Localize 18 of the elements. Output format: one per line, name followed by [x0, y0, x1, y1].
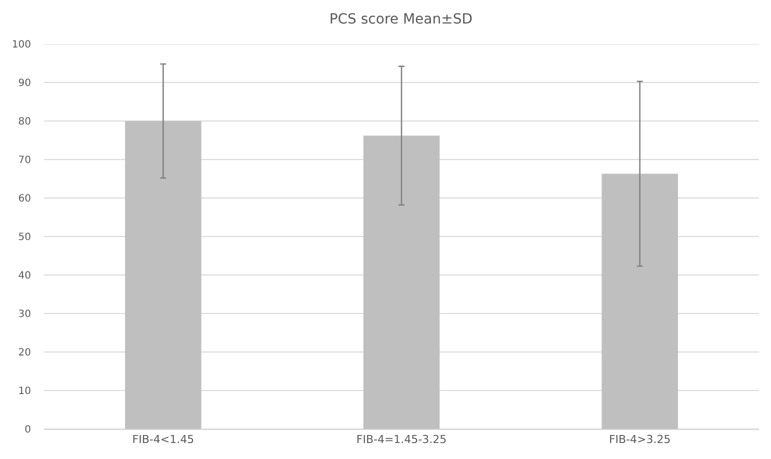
- y-tick-label: 60: [18, 194, 31, 204]
- y-tick-label: 80: [18, 116, 31, 128]
- y-tick-label: 50: [18, 232, 31, 243]
- chart-title: PCS score Mean±SD: [329, 12, 473, 28]
- y-tick-label: 20: [18, 348, 31, 358]
- y-tick-label: 70: [18, 155, 31, 166]
- y-tick-label: 30: [18, 309, 31, 320]
- bar: [602, 174, 678, 429]
- y-tick-label: 40: [18, 270, 31, 282]
- y-tick-label: 0: [24, 424, 31, 436]
- x-tick-label: FIB-4=1.45-3.25: [356, 433, 447, 446]
- y-tick-label: 10: [18, 386, 31, 397]
- y-tick-label: 90: [18, 78, 31, 89]
- x-tick-label: FIB-4>3.25: [608, 433, 671, 446]
- y-tick-label: 100: [12, 40, 31, 50]
- bar: [363, 136, 440, 429]
- bar: [125, 121, 202, 429]
- x-tick-label: FIB-4<1.45: [132, 433, 194, 446]
